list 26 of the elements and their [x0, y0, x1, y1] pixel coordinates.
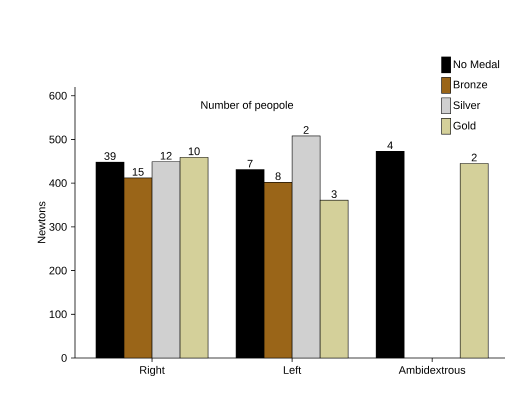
annotation: Number of peopole	[201, 100, 294, 112]
y-tick-label: 400	[49, 179, 67, 188]
y-tick-label: 200	[49, 266, 67, 274]
y-axis-title: Newtons	[38, 202, 46, 243]
y-tick-label: 300	[49, 223, 67, 231]
y-tick-label: 100	[50, 310, 67, 318]
annotation: 15	[132, 168, 144, 176]
annotation: 10	[188, 147, 200, 156]
annotation: 3	[332, 190, 337, 198]
x-tick-label: Right	[140, 366, 165, 376]
annotation: 8	[276, 172, 281, 180]
annotation: 12	[160, 152, 172, 160]
annotation: 39	[104, 152, 116, 160]
legend-label: Silver	[453, 101, 480, 110]
x-tick-label: Left	[284, 366, 302, 374]
annotation: 4	[387, 142, 393, 150]
y-tick-label: 500	[49, 136, 67, 144]
legend-label: Gold	[453, 121, 476, 130]
x-tick-label: Ambidextrous	[398, 366, 466, 374]
legend-label: No Medal	[454, 60, 500, 68]
y-tick-label: 600	[49, 92, 67, 100]
y-tick-label: 0	[61, 354, 67, 362]
legend-label: Bronze	[454, 80, 488, 88]
annotation: 2	[472, 154, 477, 162]
annotation: 7	[248, 160, 253, 168]
annotation: 2	[304, 126, 309, 134]
